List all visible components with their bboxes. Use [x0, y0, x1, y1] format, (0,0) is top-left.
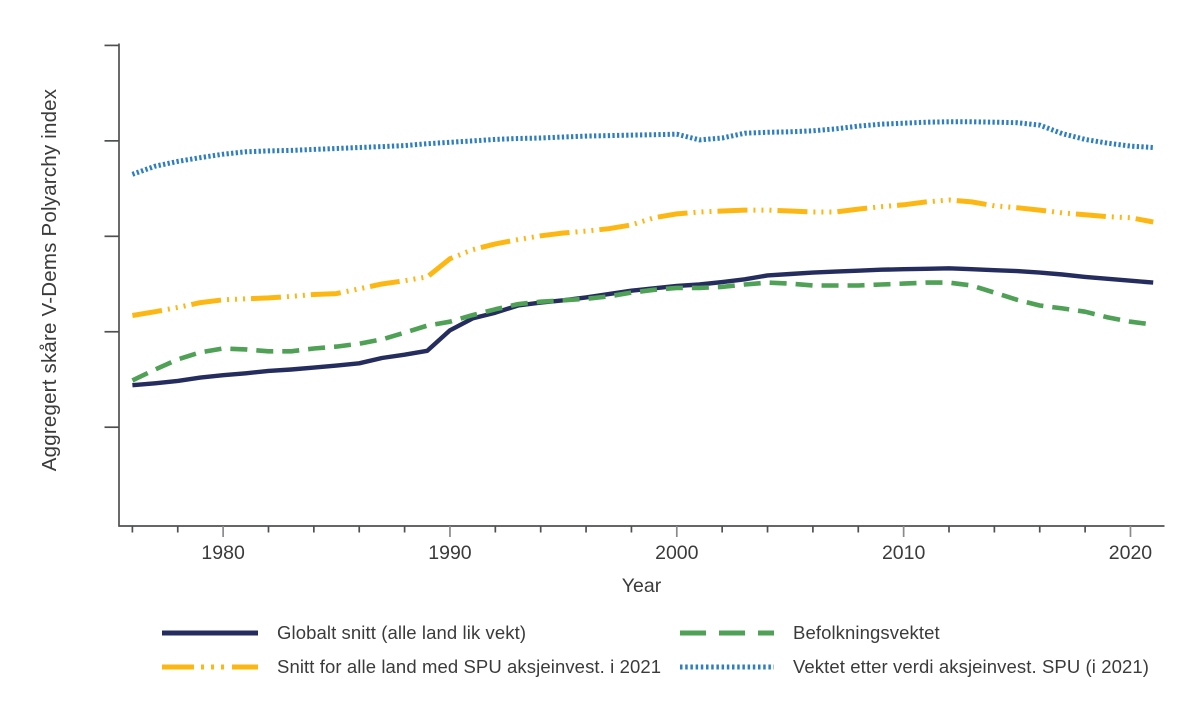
legend-item-vektet-spu: Vektet etter verdi aksjeinvest. SPU (i 2…	[678, 656, 1150, 677]
svg-text:2010: 2010	[882, 542, 926, 564]
svg-text:2000: 2000	[655, 542, 699, 564]
legend-label-befolkningsvektet: Befolkningsvektet	[793, 622, 940, 643]
axes	[104, 43, 1165, 537]
legend-item-befolkningsvektet: Befolkningsvektet	[678, 622, 940, 643]
x-axis-label: Year	[622, 575, 662, 597]
legend-item-snitt-spu-land: Snitt for alle land med SPU aksjeinvest.…	[160, 656, 662, 677]
legend-label-globalt-snitt: Globalt snitt (alle land lik vekt)	[277, 622, 527, 643]
svg-text:1980: 1980	[201, 542, 245, 564]
x-tick-labels: 1980 1990 2000 2010 2020	[201, 542, 1152, 564]
legend-label-snitt-spu-land: Snitt for alle land med SPU aksjeinvest.…	[277, 656, 662, 677]
legend-line-sample-snitt-spu-land	[162, 664, 258, 670]
series-lines	[131, 119, 1154, 388]
legend-label-vektet-spu: Vektet etter verdi aksjeinvest. SPU (i 2…	[793, 656, 1150, 677]
svg-text:1990: 1990	[428, 542, 472, 564]
legend-item-globalt-snitt: Globalt snitt (alle land lik vekt)	[160, 622, 527, 643]
svg-text:2020: 2020	[1109, 542, 1153, 564]
legend-line-sample-globalt-snitt	[162, 630, 258, 636]
legend-line-sample-vektet-spu	[680, 664, 774, 670]
legend-line-sample-befolkningsvektet	[680, 630, 774, 636]
